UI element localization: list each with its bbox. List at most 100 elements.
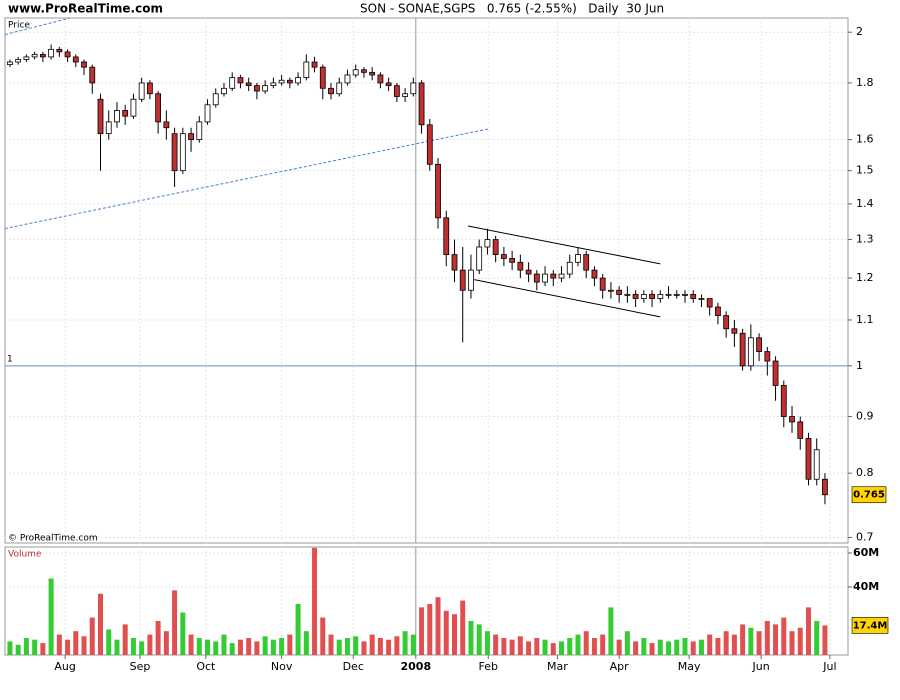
chart-title: SON - SONAE,SGPS 0.765 (-2.55%) Daily 30… — [360, 2, 664, 16]
last-volume-label: 17.4M — [853, 620, 888, 631]
volume-bar — [427, 603, 433, 655]
candle-body — [245, 82, 252, 87]
volume-bar — [172, 590, 178, 655]
candle-body — [15, 59, 22, 63]
volume-bar — [468, 620, 474, 655]
candle-body — [155, 93, 162, 123]
volume-bar — [690, 641, 696, 655]
v-tick-label: 40M — [853, 580, 879, 593]
candle-body — [105, 121, 112, 135]
volume-bar — [229, 643, 235, 655]
y-tick-label: 1 — [856, 359, 863, 372]
volume-bar — [608, 607, 614, 655]
volume-bar — [814, 620, 820, 655]
candle-body — [468, 269, 474, 291]
candle-body — [130, 98, 137, 117]
y-tick-label: 1.4 — [856, 197, 874, 210]
candle-body — [715, 306, 721, 316]
candle-body — [393, 85, 400, 97]
candle-body — [690, 293, 697, 299]
volume-bar — [295, 603, 301, 655]
volume-bar — [377, 637, 383, 655]
last-volume-tag — [851, 617, 889, 634]
candle-body — [39, 53, 46, 58]
volume-bar — [262, 636, 268, 655]
volume-bar — [476, 624, 482, 655]
candle-body — [640, 293, 647, 299]
volume-bar — [196, 637, 202, 655]
volume-bar — [534, 637, 540, 655]
candle-body — [789, 416, 795, 423]
candle-body — [624, 293, 631, 296]
volume-bar — [526, 641, 532, 655]
volume-bar — [633, 641, 639, 655]
candle-body — [550, 273, 557, 279]
candle-body — [575, 254, 581, 263]
volume-bar — [56, 634, 62, 655]
candle-body — [459, 269, 466, 291]
candle-body — [81, 61, 87, 68]
volume-bar — [320, 617, 326, 655]
y-tick-label: 1.6 — [856, 133, 874, 146]
candle-body — [731, 328, 738, 334]
last-price-label: 0.765 — [853, 490, 885, 501]
price-label: Price — [8, 21, 30, 31]
candle-body — [608, 289, 614, 292]
candle-body — [566, 261, 573, 275]
volume-bar — [748, 627, 754, 655]
candle-body — [179, 133, 186, 172]
volume-bar — [237, 639, 243, 655]
candle-body — [146, 82, 153, 95]
volume-bar — [542, 639, 548, 655]
candle-body — [270, 82, 277, 87]
candle-body — [56, 48, 63, 53]
candle-body — [361, 69, 367, 73]
volume-bar — [180, 612, 186, 655]
candle-body — [171, 133, 178, 172]
candle-body — [410, 82, 417, 95]
candle-body — [509, 258, 516, 263]
y-tick-label: 1.8 — [856, 76, 874, 89]
candle-body — [48, 48, 55, 58]
volume-bar — [707, 634, 713, 655]
candle-body — [591, 269, 598, 279]
volume-bar — [205, 639, 211, 655]
x-tick-label: Jul — [822, 660, 836, 673]
candle-body — [558, 273, 565, 279]
volume-bar — [32, 639, 38, 655]
candle-body — [525, 269, 532, 275]
volume-bar — [616, 639, 622, 655]
volume-bar — [344, 637, 350, 655]
volume-bar — [303, 631, 309, 655]
candle-body — [739, 332, 746, 367]
copyright: © ProRealTime.com — [8, 534, 98, 544]
volume-bar — [48, 578, 54, 655]
volume-bar — [501, 637, 507, 655]
candle-body — [295, 77, 301, 84]
candle-body — [673, 293, 680, 296]
candle-body — [31, 53, 38, 58]
x-tick-label: May — [678, 660, 701, 673]
volume-bar — [254, 641, 260, 655]
volume-bar — [517, 636, 523, 655]
volume-bar — [550, 643, 556, 655]
x-tick-label: Dec — [343, 660, 364, 673]
trend-line — [4, 128, 489, 230]
candle-body — [723, 315, 730, 330]
candle-body — [303, 61, 310, 79]
volume-bar — [23, 637, 29, 655]
volume-bar — [575, 634, 581, 655]
volume-bar — [559, 641, 565, 655]
volume-bar — [97, 593, 103, 655]
candle-body — [311, 61, 318, 68]
y-tick-label: 1.1 — [856, 313, 874, 326]
volume-bar — [419, 607, 425, 655]
volume-bar — [147, 634, 153, 655]
x-tick-label: 2008 — [400, 660, 431, 673]
candle-body — [23, 56, 30, 60]
volume-bar — [822, 625, 828, 655]
volume-bar — [460, 600, 466, 655]
volume-bar — [40, 643, 46, 655]
volume-bar — [764, 620, 770, 655]
